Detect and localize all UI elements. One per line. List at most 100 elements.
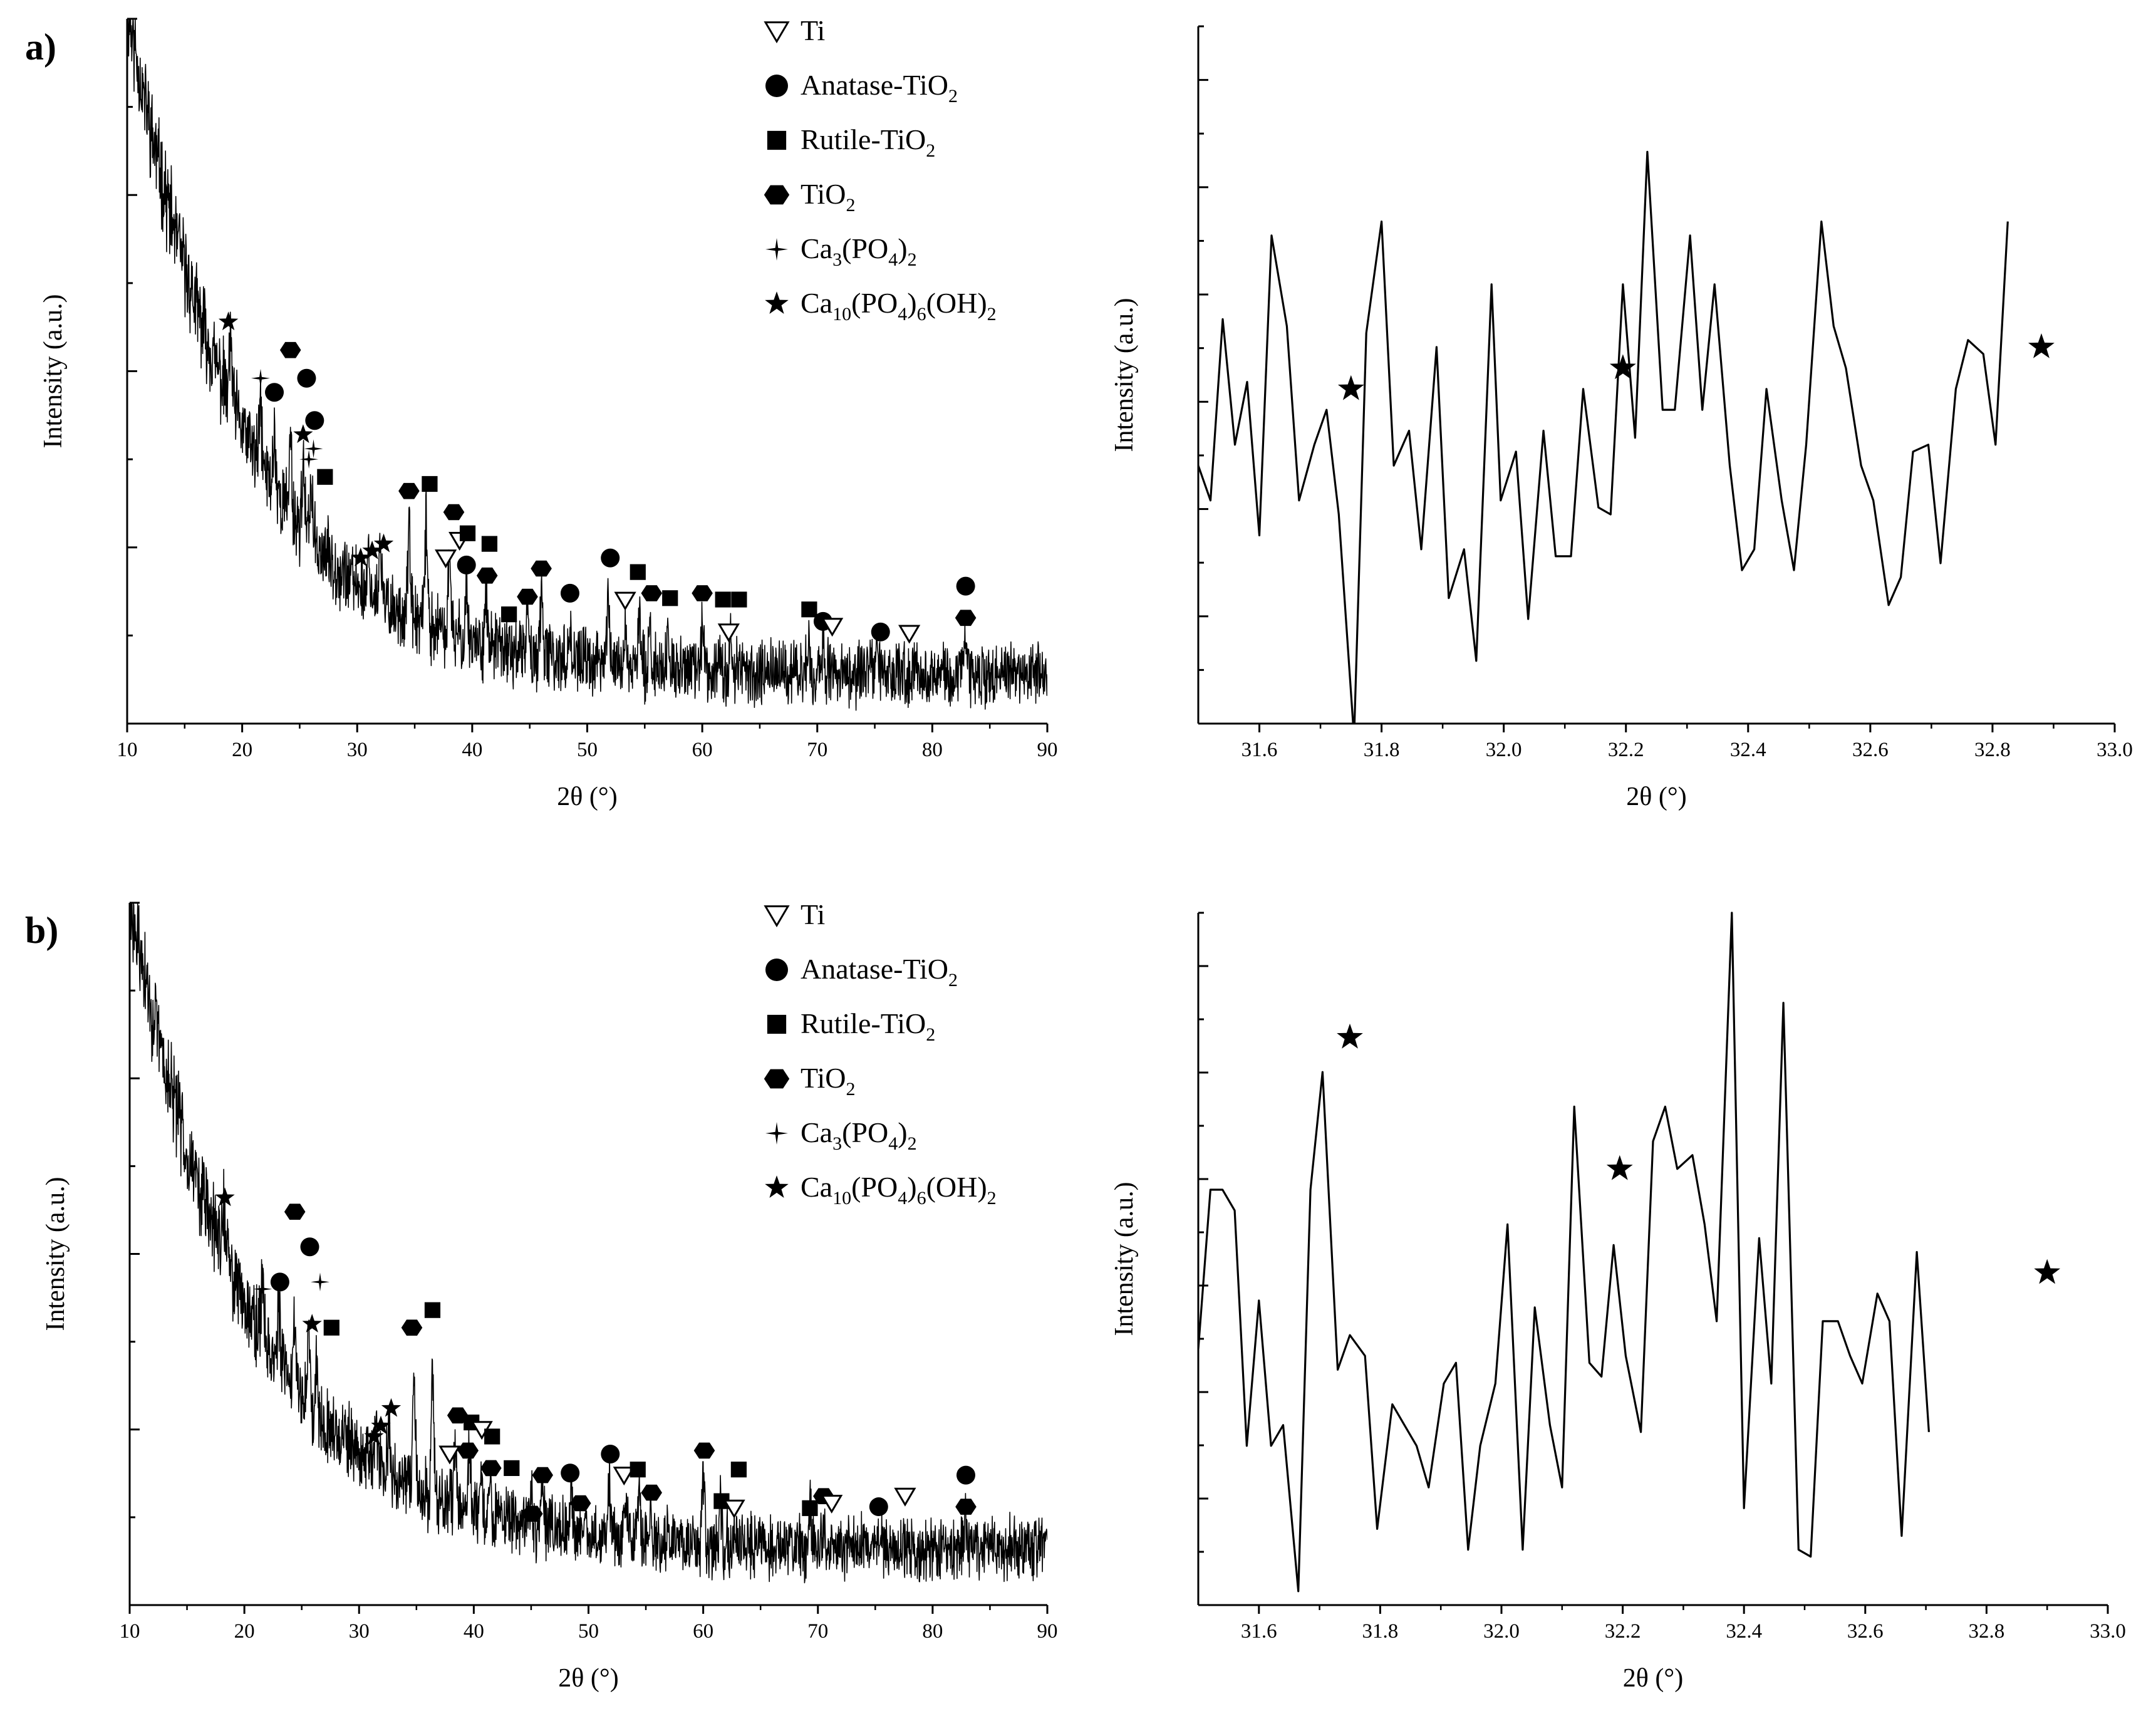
peak-marker-triangle [614,591,636,611]
peak-marker-hexagon [480,1460,502,1477]
peak-marker-sparkle [311,1272,329,1292]
x-tick-label: 80 [922,1620,943,1643]
legend-label: TiO2 [801,178,855,216]
legend-symbol-square [767,130,787,150]
peak-marker-hexagon [447,1407,469,1424]
legend-label: Ca10(PO4)6(OH)2 [801,1171,997,1208]
x-tick-label: 50 [578,1620,599,1643]
legend-text-part: ) [907,1171,916,1203]
x-tick-label: 33.0 [2090,1620,2126,1643]
x-tick-label: 31.6 [1241,1620,1277,1643]
x-tick-label: 50 [577,739,598,761]
x-tick-label: 32.8 [1969,1620,2005,1643]
peak-marker-triangle [898,625,921,644]
x-tick-label: 32.2 [1608,739,1644,761]
peak-marker-sparkle [253,1279,272,1299]
x-tick-label: 32.6 [1847,1620,1884,1643]
legend-subscript: 3 [832,249,842,270]
peak-marker-hexagon [692,585,713,601]
chart-panel-2: 31.6 31.8 32.0 32.2 32.4 32.6 32.8 33.0 2θ (°) In… [1110,25,2133,811]
legend-text-part: (PO [842,1116,888,1148]
peak-marker-circle [265,383,284,402]
peak-marker-triangle [613,1467,635,1486]
peak-marker-star [1609,354,1636,380]
peak-marker-square [422,476,438,492]
legend-label: Rutile-TiO2 [801,1007,935,1045]
peak-marker-square [424,1302,441,1318]
peak-marker-square [501,606,517,623]
peak-marker-circle [270,1272,289,1292]
legend-text-part: (PO [842,232,888,264]
legend-text-part: TiO [801,1062,846,1094]
peak-marker-triangle [438,1445,461,1465]
legend-label: Ti [801,898,825,930]
chart-panel-3: 10 20 30 40 50 60 70 80 90 2θ (°) Intensity (a.u.)… [25,898,1058,1693]
x-tick-label: 90 [1037,739,1058,761]
x-tick-label: 60 [692,739,713,761]
legend-subscript: 6 [917,304,926,325]
peak-marker-square [323,1319,340,1336]
peak-marker-star [302,1314,322,1333]
x-tick-label: 31.6 [1241,739,1278,761]
peak-marker-hexagon [398,482,420,499]
legend-subscript: 2 [846,195,855,216]
peak-marker-circle [871,622,890,642]
peak-marker-star [373,533,394,553]
x-tick-label: 20 [234,1620,255,1643]
legend-label: Ca10(PO4)6(OH)2 [801,287,997,325]
series-line [1198,150,2009,724]
legend-subscript: 2 [926,140,935,161]
series-line [127,18,1047,711]
legend-subscript: 6 [917,1188,926,1208]
x-tick-label: 30 [349,1620,370,1643]
legend-text-part: ) [907,287,916,319]
peak-marker-hexagon [443,504,465,521]
x-tick-label: 60 [693,1620,713,1643]
legend-label: TiO2 [801,1062,855,1099]
peak-marker-circle [869,1497,888,1517]
y-axis-title: Intensity (a.u.) [39,294,68,448]
peak-marker-star [381,1398,402,1417]
legend-subscript: 2 [948,970,958,990]
x-tick-label: 70 [807,1620,828,1643]
peak-marker-hexagon [517,588,538,605]
x-tick-label: 32.4 [1730,739,1766,761]
x-tick-label: 31.8 [1362,1620,1399,1643]
x-axis-title: 2θ (°) [558,1664,618,1693]
x-tick-label: 32.0 [1486,739,1522,761]
peak-marker-circle [560,583,579,603]
x-axis-title: 2θ (°) [557,782,617,811]
peak-marker-circle [457,555,476,574]
peak-marker-square [630,1462,646,1478]
legend-text-part: (OH) [926,1171,987,1203]
x-tick-label: 80 [922,739,943,761]
peak-marker-triangle [821,1494,843,1514]
panel-label: a) [25,26,56,68]
peak-marker-circle [561,1463,580,1483]
peak-marker-sparkle [304,439,323,459]
legend-subscript: 4 [898,304,907,325]
legend-text-part: Ti [801,898,825,930]
chart-panel-1: 10 20 30 40 50 60 70 80 90 2θ (°) Intensity (a.u.)… [25,14,1058,811]
peak-marker-triangle [894,1487,916,1507]
peak-marker-star [293,424,313,444]
peak-marker-square [484,1428,500,1445]
x-tick-label: 31.8 [1364,739,1400,761]
peak-marker-hexagon [641,1484,662,1501]
peak-marker-circle [300,1237,319,1257]
peak-marker-sparkle [251,368,270,388]
legend-symbol-hexagon [764,185,790,205]
legend-subscript: 2 [908,249,917,270]
peak-marker-triangle [435,549,457,569]
x-tick-label: 32.0 [1483,1620,1520,1643]
peak-marker-triangle [821,618,844,637]
peak-marker-hexagon [279,341,301,358]
peak-marker-square [481,536,498,552]
peak-marker-square [459,525,476,541]
x-axis-title: 2θ (°) [1626,782,1686,811]
x-tick-label: 90 [1037,1620,1058,1643]
chart-panel-4: 31.6 31.8 32.0 32.2 32.4 32.6 32.8 33.0 2θ (°) In… [1110,912,2126,1693]
peak-marker-star [215,1187,235,1207]
y-axis-title: Intensity (a.u.) [1110,1182,1139,1336]
peak-marker-hexagon [522,1505,543,1522]
